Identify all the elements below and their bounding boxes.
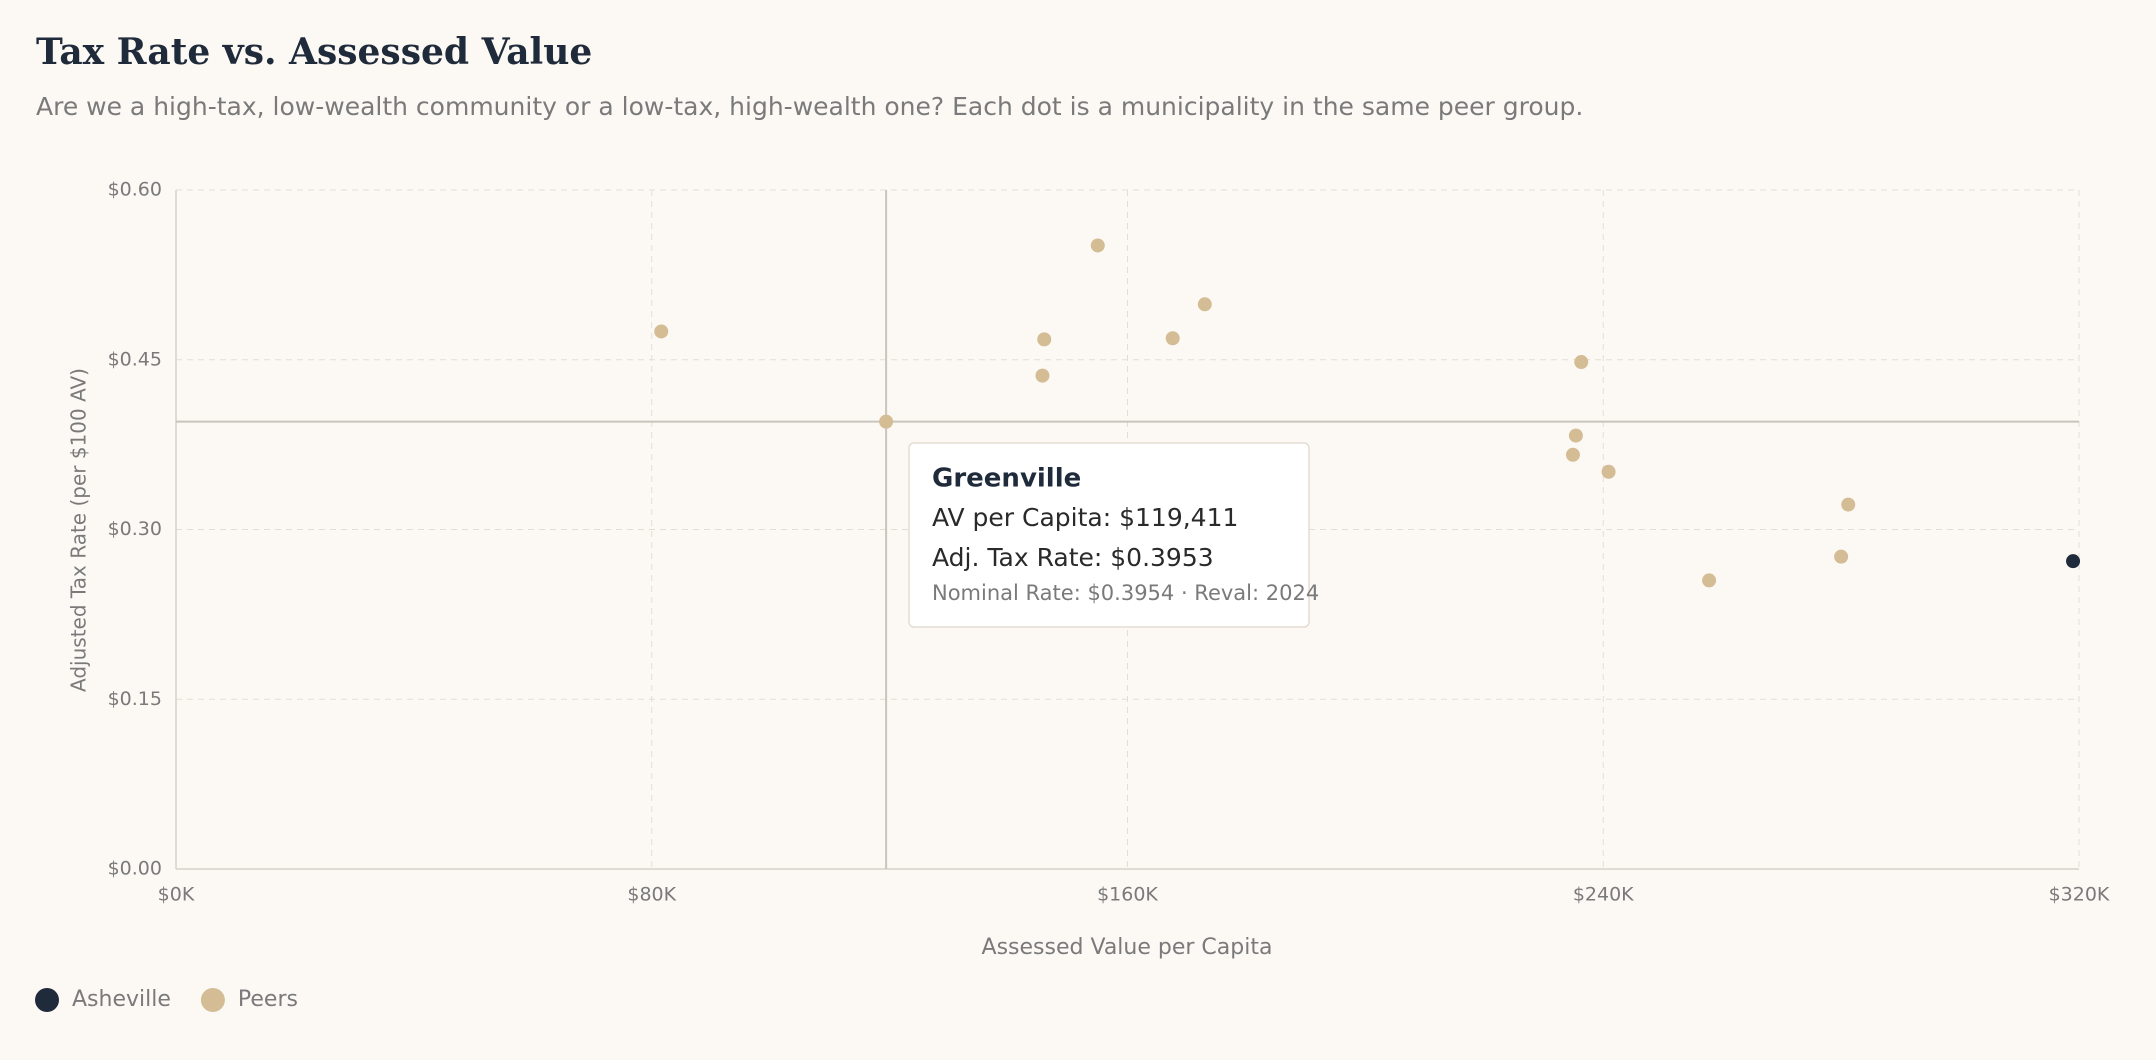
x-tick-label: $240K: [1573, 884, 1634, 906]
data-point: [1702, 573, 1717, 588]
legend-marker: [200, 988, 225, 1012]
data-point: [1574, 355, 1589, 370]
x-axis-title: Assessed Value per Capita: [982, 935, 1273, 960]
data-point: [879, 414, 894, 429]
y-tick-label: $0.30: [108, 518, 162, 540]
data-point: [1841, 497, 1856, 512]
data-point: [1165, 331, 1180, 346]
data-point: [1037, 332, 1052, 347]
tooltip-line: Adj. Tax Rate: $0.3953: [932, 543, 1214, 572]
data-point: [1035, 368, 1050, 383]
data-point: [654, 324, 669, 339]
tooltip-title: Greenville: [932, 464, 1081, 494]
y-tick-label: $0.00: [108, 858, 162, 880]
chart-subtitle: Are we a high-tax, low-wealth community …: [36, 92, 1583, 121]
x-tick-label: $0K: [158, 884, 195, 906]
data-point: [1090, 238, 1105, 253]
x-tick-label: $80K: [627, 884, 676, 906]
tooltip-box: [908, 442, 1310, 628]
y-tick-label: $0.60: [108, 179, 162, 201]
x-tick-label: $160K: [1097, 884, 1158, 906]
y-tick-label: $0.15: [108, 688, 162, 710]
y-tick-label: $0.45: [108, 348, 162, 370]
tooltip-line: AV per Capita: $119,411: [932, 503, 1238, 532]
data-point: [2066, 554, 2081, 569]
data-point: [1601, 464, 1616, 479]
x-tick-label: $320K: [2049, 884, 2110, 906]
chart-title: Tax Rate vs. Assessed Value: [36, 31, 592, 73]
y-axis-title: Adjusted Tax Rate (per $100 AV): [67, 368, 91, 692]
tooltip-line: Nominal Rate: $0.3954 · Reval: 2024: [932, 581, 1319, 605]
tooltip: Greenville AV per Capita: $119,411 Adj. Ta…: [908, 442, 1319, 628]
legend-label: Peers: [238, 987, 298, 1012]
legend-marker: [35, 988, 59, 1012]
legend-label: Asheville: [72, 987, 171, 1012]
data-point: [1568, 428, 1583, 443]
data-point: [1197, 297, 1212, 312]
data-point: [1565, 447, 1580, 462]
data-point: [1834, 549, 1849, 564]
